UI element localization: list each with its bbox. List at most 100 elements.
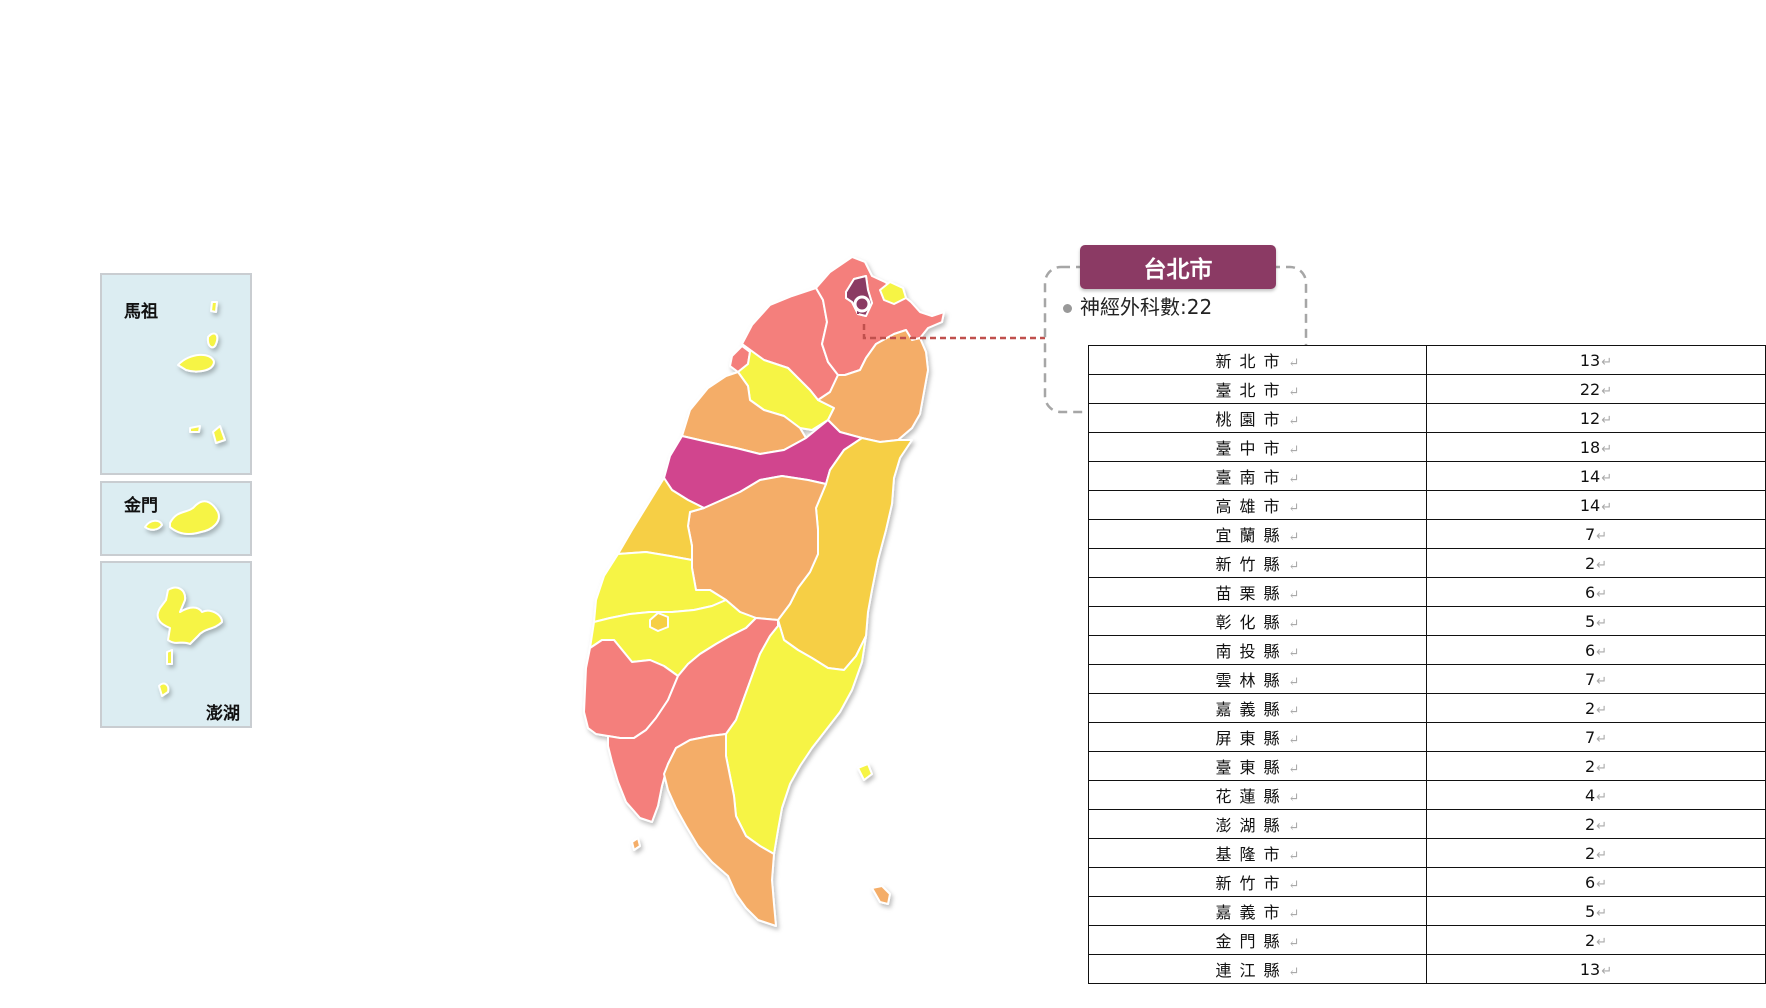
paragraph-mark-icon: ↵ [1596,760,1608,776]
green-island[interactable] [857,763,873,781]
table-row: 基隆市↵ 2↵ [1088,838,1766,868]
matsu-island-1[interactable] [177,353,215,373]
county-name-cell: 高雄市↵ [1088,490,1427,520]
paragraph-mark-icon: ↵ [1288,588,1300,603]
paragraph-mark-icon: ↵ [1601,383,1613,399]
matsu-island-3[interactable] [210,301,218,313]
county-pingtung[interactable] [663,733,777,927]
paragraph-mark-icon: ↵ [1601,441,1613,457]
county-name-cell: 桃園市↵ [1088,403,1427,433]
paragraph-mark-icon: ↵ [1288,791,1300,806]
paragraph-mark-icon: ↵ [1288,356,1300,371]
paragraph-mark-icon: ↵ [1288,675,1300,690]
paragraph-mark-icon: ↵ [1601,499,1613,515]
kinmen-lesser[interactable] [144,519,163,531]
paragraph-mark-icon: ↵ [1288,849,1300,864]
value-cell: 2↵ [1426,548,1766,578]
value-cell: 2↵ [1426,751,1766,781]
penghu-island-2[interactable] [166,649,173,665]
paragraph-mark-icon: ↵ [1288,965,1300,980]
kinmen-main[interactable] [169,500,220,536]
orchid-island[interactable] [871,885,891,905]
kinmen-islands [144,500,220,536]
value-cell: 2↵ [1426,925,1766,955]
paragraph-mark-icon: ↵ [1601,963,1613,979]
county-name: 桃園市 [1215,410,1288,429]
neurosurgery-count: 2 [1584,814,1596,834]
location-marker[interactable] [853,294,871,314]
paragraph-mark-icon: ↵ [1288,530,1300,545]
county-name-cell: 新竹市↵ [1088,867,1427,897]
matsu-inset: 馬祖 [100,273,252,475]
value-cell: 2↵ [1426,809,1766,839]
table-row: 彰化縣↵ 5↵ [1088,606,1766,636]
table-row: 澎湖縣↵ 2↵ [1088,809,1766,839]
county-name-cell: 澎湖縣↵ [1088,809,1427,839]
matsu-island-2[interactable] [206,332,219,349]
value-cell: 13↵ [1426,954,1766,984]
table-row: 金門縣↵ 2↵ [1088,925,1766,955]
matsu-island-5[interactable] [212,425,226,444]
neurosurgery-count: 2 [1584,843,1596,863]
value-cell: 6↵ [1426,867,1766,897]
county-name-cell: 彰化縣↵ [1088,606,1427,636]
paragraph-mark-icon: ↵ [1288,472,1300,487]
paragraph-mark-icon: ↵ [1288,762,1300,777]
county-name-cell: 苗栗縣↵ [1088,577,1427,607]
value-cell: 7↵ [1426,519,1766,549]
neurosurgery-count: 7 [1584,524,1596,544]
paragraph-mark-icon: ↵ [1601,354,1613,370]
neurosurgery-count: 12 [1579,408,1601,428]
county-name-cell: 宜蘭縣↵ [1088,519,1427,549]
county-name: 嘉義市 [1215,903,1288,922]
county-name: 苗栗縣 [1215,584,1288,603]
county-name: 新北市 [1215,352,1288,371]
paragraph-mark-icon: ↵ [1288,907,1300,922]
neurosurgery-count: 6 [1584,640,1596,660]
county-name: 臺北市 [1215,381,1288,400]
value-cell: 14↵ [1426,490,1766,520]
county-name: 屏東縣 [1215,729,1288,748]
neurosurgery-count: 13 [1579,350,1601,370]
county-name-cell: 新北市↵ [1088,345,1427,375]
county-taitung[interactable] [725,619,867,855]
paragraph-mark-icon: ↵ [1601,470,1613,486]
table-row: 嘉義縣↵ 2↵ [1088,693,1766,723]
county-name-cell: 花蓮縣↵ [1088,780,1427,810]
county-name-cell: 南投縣↵ [1088,635,1427,665]
county-name-cell: 新竹縣↵ [1088,548,1427,578]
table-row: 連江縣↵ 13↵ [1088,954,1766,984]
county-name-cell: 屏東縣↵ [1088,722,1427,752]
county-name: 新竹市 [1215,874,1288,893]
neurosurgery-count: 13 [1579,959,1601,979]
neurosurgery-count: 18 [1579,437,1601,457]
penghu-main[interactable] [156,586,223,645]
county-yilan[interactable] [817,329,929,443]
value-cell: 18↵ [1426,432,1766,462]
county-name: 宜蘭縣 [1215,526,1288,545]
value-cell: 22↵ [1426,374,1766,404]
paragraph-mark-icon: ↵ [1596,789,1608,805]
paragraph-mark-icon: ↵ [1596,847,1608,863]
paragraph-mark-icon: ↵ [1288,617,1300,632]
paragraph-mark-icon: ↵ [1596,818,1608,834]
county-changhua[interactable] [617,477,705,561]
county-name: 嘉義縣 [1215,700,1288,719]
paragraph-mark-icon: ↵ [1288,878,1300,893]
neurosurgery-count: 22 [1579,379,1601,399]
county-name: 彰化縣 [1215,613,1288,632]
table-row: 苗栗縣↵ 6↵ [1088,577,1766,607]
table-row: 屏東縣↵ 7↵ [1088,722,1766,752]
penghu-island-3[interactable] [158,682,170,697]
matsu-island-4[interactable] [189,425,201,433]
table-row: 高雄市↵ 14↵ [1088,490,1766,520]
county-name-cell: 臺南市↵ [1088,461,1427,491]
paragraph-mark-icon: ↵ [1288,646,1300,661]
paragraph-mark-icon: ↵ [1596,934,1608,950]
liuqiu-island[interactable] [631,837,641,851]
paragraph-mark-icon: ↵ [1596,905,1608,921]
paragraph-mark-icon: ↵ [1288,501,1300,516]
city-chiayi[interactable] [649,612,669,632]
county-keelung[interactable] [879,281,907,305]
